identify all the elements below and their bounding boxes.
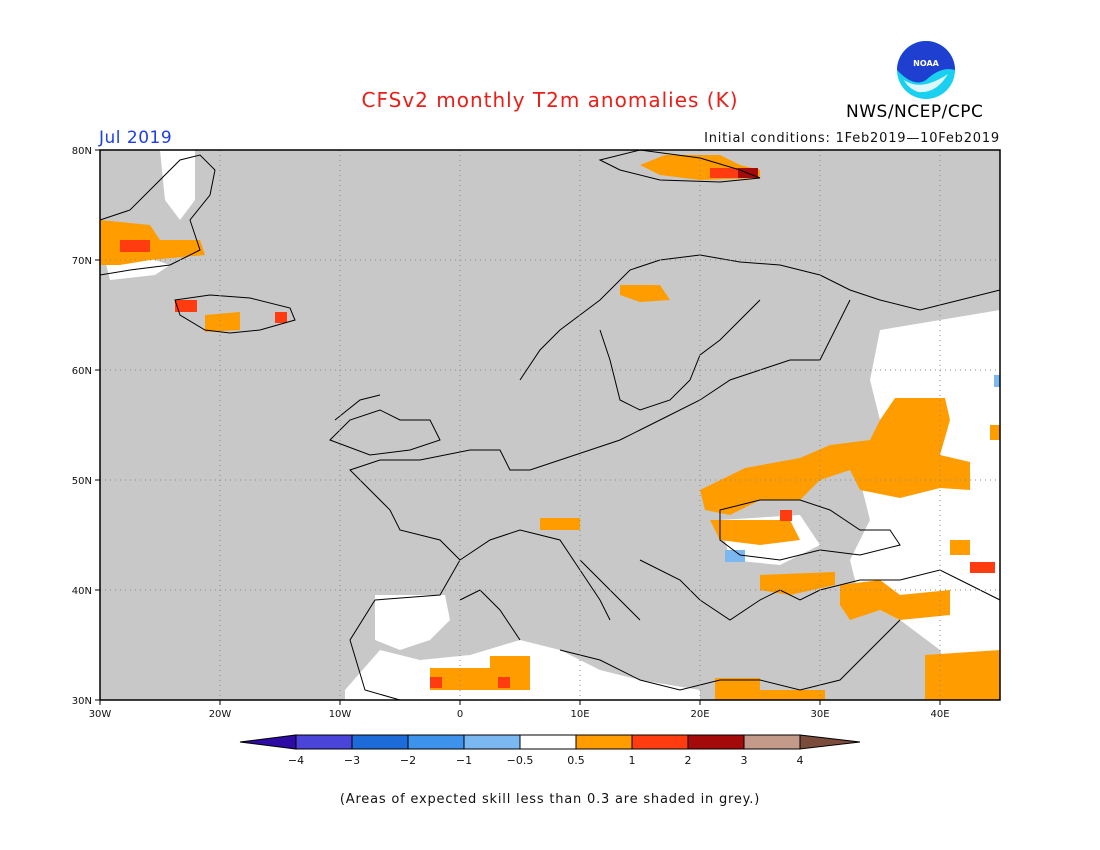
gridlines <box>100 150 1000 700</box>
y-tick-labels: 80N 70N 60N 50N 40N 30N <box>72 146 92 707</box>
colorbar-segment <box>463 734 521 750</box>
y-tick-label: 30N <box>72 696 92 707</box>
skill-footnote: (Areas of expected skill less than 0.3 a… <box>339 792 761 807</box>
colorbar-segment <box>631 734 689 750</box>
colorbar-segment <box>407 734 465 750</box>
cell-iceland-red <box>275 312 287 323</box>
hot-anomaly-regions <box>120 168 995 688</box>
y-tick-label: 60N <box>72 366 92 377</box>
region-greenland-white <box>160 150 195 220</box>
y-tick-label: 80N <box>72 146 92 157</box>
cell-iceland-west-red <box>175 300 197 312</box>
cell-greenland-red <box>120 240 150 252</box>
colorbar-segment <box>575 734 633 750</box>
region-aegean-orange <box>760 572 835 595</box>
x-tick-label: 10W <box>329 709 352 720</box>
region-romania-orange <box>710 520 800 545</box>
coast-baltic <box>599 299 761 411</box>
colorbar-segment <box>743 734 801 750</box>
colorbar-label: −3 <box>344 754 360 767</box>
map-frame-group: 30W 20W 10W 0 10E 20E 30E 40E 80N 70N 60… <box>72 146 1001 720</box>
region-turkey-orange <box>840 580 950 620</box>
map-background <box>100 150 1000 700</box>
region-middle-east-orange <box>925 650 1000 700</box>
coast-western-europe <box>349 299 851 701</box>
x-tick-label: 20W <box>209 709 232 720</box>
cell-svalbard-red <box>710 168 738 178</box>
region-egypt-orange <box>715 678 825 700</box>
cell-ukraine-red <box>780 510 792 521</box>
colorbar-label: 2 <box>685 754 692 767</box>
y-tick-label: 50N <box>72 476 92 487</box>
noaa-logo-icon: NOAA <box>897 41 955 99</box>
x-tick-labels: 30W 20W 10W 0 10E 20E 30E 40E <box>89 709 950 720</box>
cell-caspian-red <box>970 562 995 573</box>
cell-balkan-lightblue <box>725 550 745 562</box>
organization-label: NWS/NCEP/CPC <box>846 102 984 122</box>
x-tick-label: 0 <box>457 709 463 720</box>
colorbar-label: 1 <box>629 754 636 767</box>
coast-svalbard <box>598 149 761 183</box>
x-tick-label: 30W <box>89 709 112 720</box>
coast-scandinavia-arctic <box>519 254 1001 381</box>
colorbar-label: −2 <box>400 754 416 767</box>
cell-algeria-red-2 <box>498 677 510 688</box>
cell-algeria-red <box>430 677 442 688</box>
region-norway-orange <box>620 285 670 302</box>
forecast-month: Jul 2019 <box>99 128 173 148</box>
colorbar-labels: −4 −3 −2 −1 −0.5 0.5 1 2 3 4 <box>288 754 804 767</box>
colorbar-low-arrow <box>239 734 297 750</box>
logo-text: NOAA <box>913 59 939 68</box>
coast-black-sea <box>719 499 901 561</box>
region-east-edge-orange <box>990 425 1000 440</box>
x-tick-label: 40E <box>930 709 949 720</box>
y-tick-label: 70N <box>72 256 92 267</box>
colorbar-high-arrow <box>799 734 861 750</box>
y-tick-label: 40N <box>72 586 92 597</box>
cool-anomaly-regions <box>725 375 1000 562</box>
coast-british-isles <box>329 394 441 456</box>
region-greenland-orange <box>100 220 205 265</box>
x-tick-label: 20E <box>690 709 709 720</box>
x-tick-label: 10E <box>570 709 589 720</box>
region-alps-orange <box>540 518 580 530</box>
x-tick-label: 30E <box>810 709 829 720</box>
coast-italy <box>459 529 641 621</box>
colorbar-segment <box>295 734 353 750</box>
coast-greenland <box>99 154 216 276</box>
coast-mediterranean-south <box>459 589 901 691</box>
region-ukraine-orange <box>700 398 970 515</box>
colorbar-segment <box>519 734 577 750</box>
colorbar-label: −1 <box>456 754 472 767</box>
coast-iceland <box>174 294 296 334</box>
chart-title: CFSv2 monthly T2m anomalies (K) <box>361 88 739 112</box>
colorbar: −4 −3 −2 −1 −0.5 0.5 1 2 3 4 <box>239 734 861 767</box>
warm-anomaly-regions <box>100 155 1000 700</box>
colorbar-label: −4 <box>288 754 304 767</box>
colorbar-label: 4 <box>797 754 804 767</box>
map-border <box>99 149 1001 701</box>
colorbar-label: 0.5 <box>567 754 585 767</box>
colorbar-segment <box>687 734 745 750</box>
colorbar-label: 3 <box>741 754 748 767</box>
initial-conditions: Initial conditions: 1Feb2019—10Feb2019 <box>704 131 1000 146</box>
region-iceland-orange <box>205 312 240 332</box>
colorbar-segment <box>351 734 409 750</box>
region-caspian-orange <box>950 540 970 555</box>
tick-marks <box>95 149 941 705</box>
cell-east-lightblue <box>994 375 1000 387</box>
colorbar-label: −0.5 <box>507 754 534 767</box>
region-iberia-white <box>375 595 450 650</box>
